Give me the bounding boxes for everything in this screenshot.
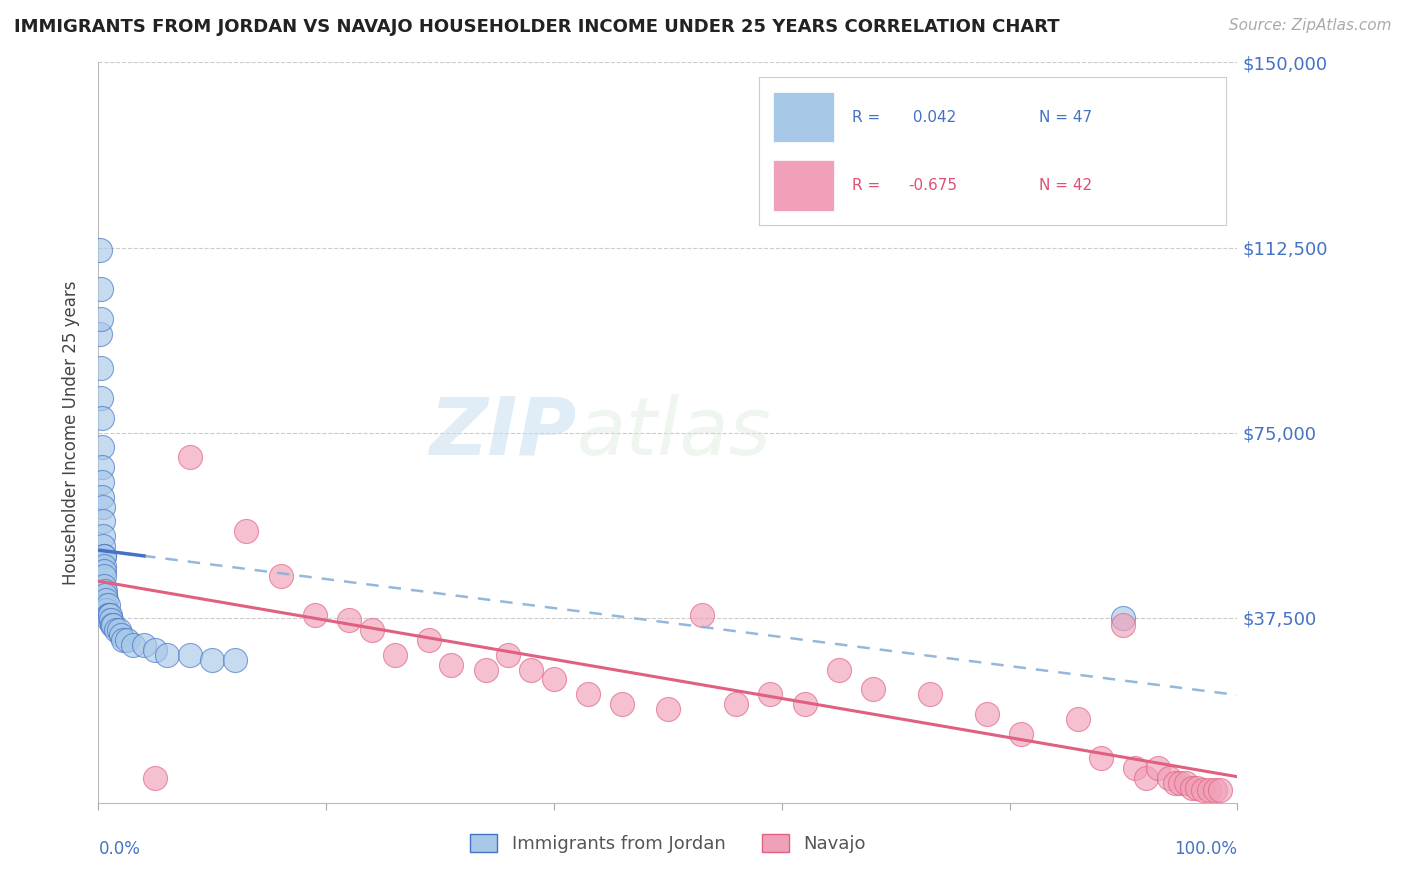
Point: [498, 648, 520, 662]
Point: [337, 613, 360, 627]
Point: [121, 638, 143, 652]
Point: [179, 450, 201, 465]
Text: Source: ZipAtlas.com: Source: ZipAtlas.com: [1229, 18, 1392, 33]
Point: [89, 243, 111, 257]
Point: [1112, 610, 1135, 624]
Point: [93, 579, 115, 593]
Point: [1204, 783, 1226, 797]
Legend: Immigrants from Jordan, Navajo: Immigrants from Jordan, Navajo: [463, 827, 873, 861]
Point: [93, 558, 115, 573]
Point: [94, 583, 117, 598]
Point: [1010, 727, 1032, 741]
Point: [1123, 761, 1146, 775]
Point: [93, 564, 115, 578]
Point: [96, 608, 118, 623]
Point: [1192, 783, 1215, 797]
Point: [725, 697, 748, 711]
Point: [115, 632, 138, 647]
Point: [96, 603, 118, 617]
Point: [657, 702, 679, 716]
Point: [520, 663, 543, 677]
Point: [90, 441, 112, 455]
Point: [1170, 776, 1192, 790]
Point: [145, 771, 167, 785]
Point: [94, 589, 117, 603]
Point: [793, 697, 815, 711]
Point: [145, 642, 167, 657]
Point: [96, 593, 118, 607]
Point: [93, 549, 115, 563]
Point: [103, 618, 125, 632]
Point: [759, 687, 782, 701]
Point: [90, 460, 112, 475]
Point: [612, 697, 634, 711]
Point: [918, 687, 941, 701]
Point: [1163, 776, 1185, 790]
Point: [862, 682, 884, 697]
Point: [1135, 771, 1157, 785]
Point: [1067, 712, 1090, 726]
Point: [179, 648, 201, 662]
Point: [90, 410, 112, 425]
Point: [440, 657, 463, 672]
Point: [1157, 771, 1180, 785]
Point: [90, 361, 112, 376]
Point: [96, 599, 118, 613]
Point: [132, 638, 155, 652]
Point: [474, 663, 496, 677]
Point: [1198, 783, 1220, 797]
Point: [1146, 761, 1168, 775]
Point: [1209, 783, 1232, 797]
Point: [97, 613, 120, 627]
Point: [304, 608, 326, 623]
Point: [91, 529, 114, 543]
Point: [235, 524, 257, 539]
Point: [101, 618, 124, 632]
Text: 100.0%: 100.0%: [1174, 840, 1237, 858]
Point: [90, 312, 112, 326]
Point: [90, 475, 112, 489]
Point: [98, 608, 121, 623]
Text: atlas: atlas: [576, 393, 772, 472]
Point: [91, 500, 114, 514]
Point: [108, 623, 131, 637]
Point: [201, 653, 224, 667]
Point: [100, 613, 122, 627]
Point: [224, 653, 246, 667]
Point: [91, 515, 114, 529]
Point: [828, 663, 851, 677]
Text: 0.0%: 0.0%: [98, 840, 141, 858]
Point: [93, 549, 115, 563]
Point: [543, 673, 565, 687]
Point: [156, 648, 179, 662]
Point: [93, 568, 115, 582]
Y-axis label: Householder Income Under 25 years: Householder Income Under 25 years: [62, 280, 80, 585]
Point: [104, 623, 127, 637]
Point: [360, 623, 382, 637]
Text: IMMIGRANTS FROM JORDAN VS NAVAJO HOUSEHOLDER INCOME UNDER 25 YEARS CORRELATION C: IMMIGRANTS FROM JORDAN VS NAVAJO HOUSEHO…: [14, 18, 1060, 36]
Point: [91, 539, 114, 553]
Text: ZIP: ZIP: [429, 393, 576, 472]
Point: [1181, 780, 1204, 795]
Point: [90, 391, 112, 405]
Point: [1090, 751, 1112, 765]
Point: [384, 648, 406, 662]
Point: [90, 490, 112, 504]
Point: [1175, 776, 1198, 790]
Point: [270, 568, 292, 582]
Point: [418, 632, 440, 647]
Point: [110, 628, 132, 642]
Point: [89, 326, 111, 341]
Point: [576, 687, 599, 701]
Point: [90, 283, 112, 297]
Point: [976, 706, 998, 721]
Point: [1112, 618, 1135, 632]
Point: [690, 608, 713, 623]
Point: [94, 599, 117, 613]
Point: [97, 608, 120, 623]
Point: [1187, 780, 1209, 795]
Point: [112, 632, 135, 647]
